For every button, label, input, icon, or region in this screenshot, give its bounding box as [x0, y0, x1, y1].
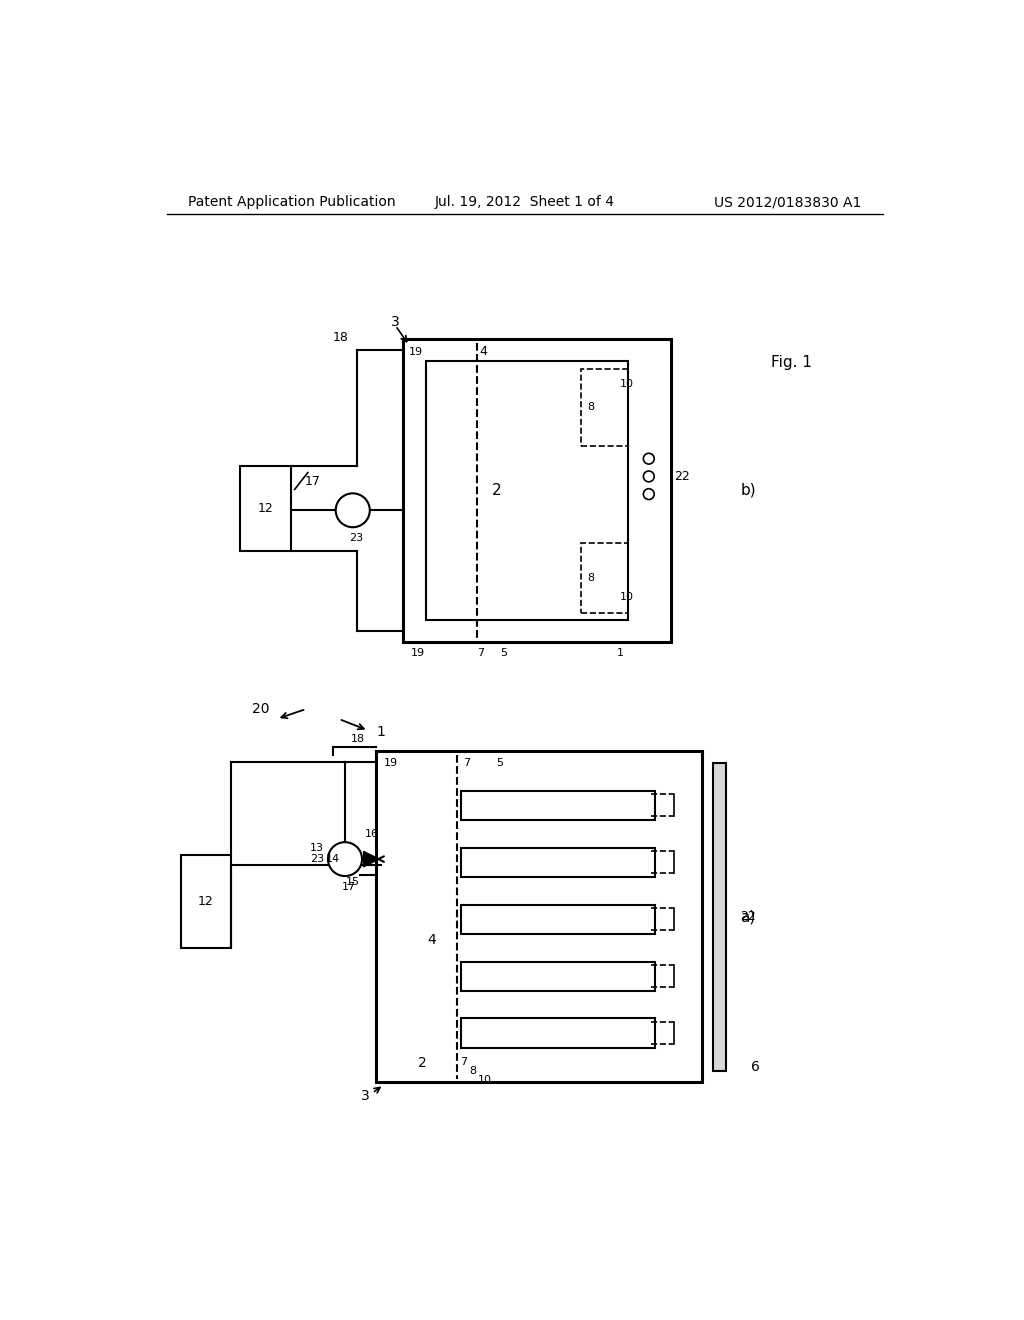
Text: 10: 10 [621, 593, 634, 602]
Circle shape [643, 453, 654, 465]
Text: Fig. 1: Fig. 1 [771, 355, 812, 370]
Circle shape [643, 471, 654, 482]
Circle shape [336, 494, 370, 527]
Bar [461, 1019, 655, 1048]
Text: 8: 8 [587, 403, 594, 412]
Text: 3: 3 [361, 1089, 370, 1104]
Text: 14: 14 [327, 854, 340, 865]
Text: 17: 17 [305, 475, 321, 488]
Bar [376, 751, 701, 1082]
Text: 4: 4 [427, 933, 436, 946]
Bar [713, 763, 726, 1071]
Text: 22: 22 [675, 470, 690, 483]
Text: b): b) [740, 483, 756, 498]
Bar [461, 791, 655, 820]
Circle shape [328, 842, 362, 876]
Polygon shape [364, 851, 379, 867]
Text: 1: 1 [616, 648, 624, 657]
Bar [582, 544, 628, 612]
Text: 6: 6 [752, 1060, 760, 1074]
Text: 2: 2 [493, 483, 502, 498]
Text: 5: 5 [501, 648, 507, 657]
Text: 15: 15 [346, 878, 359, 887]
Text: Patent Application Publication: Patent Application Publication [188, 195, 396, 210]
Text: 20: 20 [252, 702, 270, 715]
Text: 22: 22 [740, 911, 756, 924]
Text: Jul. 19, 2012  Sheet 1 of 4: Jul. 19, 2012 Sheet 1 of 4 [435, 195, 614, 210]
Text: 17: 17 [342, 882, 356, 892]
Bar [426, 360, 628, 620]
Text: 18: 18 [333, 331, 349, 345]
Bar [461, 904, 655, 933]
Text: 7: 7 [460, 1056, 467, 1067]
Text: 8: 8 [587, 573, 594, 583]
Text: 19: 19 [411, 648, 425, 657]
Text: 5: 5 [496, 758, 503, 768]
Circle shape [643, 488, 654, 499]
Bar [403, 339, 671, 642]
Text: 4: 4 [480, 345, 487, 358]
Bar [180, 855, 231, 948]
Text: 13: 13 [310, 842, 324, 853]
Text: 19: 19 [410, 347, 424, 356]
Text: 7: 7 [477, 648, 484, 657]
Text: 10: 10 [477, 1074, 492, 1085]
Bar [241, 466, 291, 552]
Text: a): a) [740, 909, 756, 924]
Text: 2: 2 [418, 1056, 427, 1071]
Text: 1: 1 [376, 725, 385, 739]
Text: 19: 19 [384, 758, 398, 768]
Text: 7: 7 [464, 758, 471, 768]
Text: 8: 8 [469, 1065, 476, 1076]
Text: 23: 23 [349, 533, 364, 543]
Text: 10: 10 [621, 379, 634, 389]
Bar [461, 961, 655, 991]
Text: 16: 16 [365, 829, 378, 840]
Text: 12: 12 [198, 895, 213, 908]
Text: 12: 12 [257, 502, 273, 515]
Text: 18: 18 [351, 734, 366, 744]
Text: 23: 23 [310, 854, 324, 865]
Text: 3: 3 [391, 315, 399, 330]
Bar [461, 847, 655, 876]
Text: US 2012/0183830 A1: US 2012/0183830 A1 [714, 195, 861, 210]
Bar [582, 368, 628, 446]
